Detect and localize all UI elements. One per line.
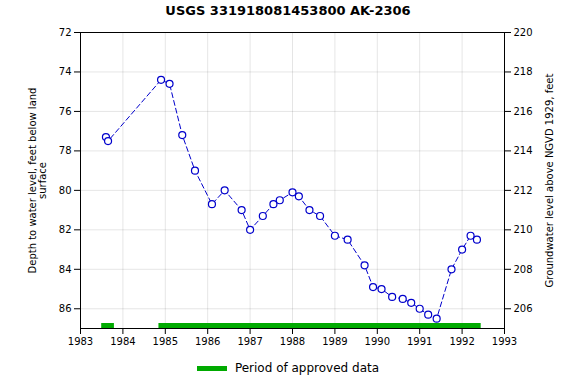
- svg-text:72: 72: [59, 27, 72, 38]
- svg-text:206: 206: [514, 303, 533, 314]
- svg-text:208: 208: [514, 264, 533, 275]
- svg-text:212: 212: [514, 185, 533, 196]
- svg-text:1984: 1984: [110, 336, 135, 347]
- svg-text:1991: 1991: [407, 336, 432, 347]
- svg-text:84: 84: [59, 264, 72, 275]
- svg-text:1986: 1986: [195, 336, 220, 347]
- svg-text:1985: 1985: [153, 336, 178, 347]
- svg-text:214: 214: [514, 145, 533, 156]
- svg-text:80: 80: [59, 185, 72, 196]
- svg-text:76: 76: [59, 106, 72, 117]
- svg-text:218: 218: [514, 66, 533, 77]
- svg-text:86: 86: [59, 303, 72, 314]
- svg-text:1983: 1983: [68, 336, 93, 347]
- html-text:Period of approved data: Period of approved data: [234, 361, 380, 375]
- html-text:USGS 331918081453800 AK-2306: USGS 331918081453800 AK-2306: [165, 3, 411, 18]
- svg-text:74: 74: [59, 66, 72, 77]
- svg-text:78: 78: [59, 145, 72, 156]
- svg-text:216: 216: [514, 106, 533, 117]
- svg-text:210: 210: [514, 224, 533, 235]
- svg-text:220: 220: [514, 27, 533, 38]
- svg-text:Groundwater level above NGVD 1: Groundwater level above NGVD 1929, feet: [544, 74, 555, 288]
- svg-text:Depth to water level, feet bel: Depth to water level, feet below landsur…: [27, 88, 48, 274]
- svg-text:82: 82: [59, 224, 72, 235]
- svg-text:1987: 1987: [237, 336, 262, 347]
- svg-text:1989: 1989: [322, 336, 347, 347]
- svg-text:1993: 1993: [492, 336, 517, 347]
- svg-text:1990: 1990: [365, 336, 390, 347]
- svg-text:1992: 1992: [449, 336, 474, 347]
- svg-text:1988: 1988: [280, 336, 305, 347]
